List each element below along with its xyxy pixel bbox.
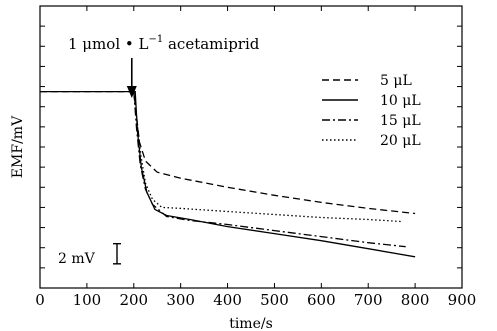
series-line-2 bbox=[40, 90, 416, 258]
x-tick-label-900: 900 bbox=[448, 291, 477, 309]
legend-label-1: 5 μL bbox=[380, 73, 412, 89]
legend-label-3: 15 μL bbox=[380, 113, 421, 129]
x-tick-label-800: 800 bbox=[401, 291, 430, 309]
series-line-4 bbox=[133, 91, 402, 223]
x-axis-label: time/s bbox=[229, 316, 273, 331]
scale-bar-label: 2 mV bbox=[58, 251, 96, 267]
x-tick-label-400: 400 bbox=[213, 291, 242, 309]
x-tick-label-100: 100 bbox=[73, 291, 102, 309]
annotation-text-tail: acetamiprid bbox=[163, 35, 260, 53]
legend: 5 μL 10 μL 15 μL 20 μL bbox=[322, 73, 421, 149]
x-tick-label-500: 500 bbox=[260, 291, 289, 309]
x-tick-label-600: 600 bbox=[307, 291, 336, 309]
x-tick-label-700: 700 bbox=[354, 291, 383, 309]
series-line-3 bbox=[133, 91, 406, 248]
series-lines bbox=[40, 90, 416, 258]
legend-label-2: 10 μL bbox=[380, 93, 421, 109]
x-tick-label-200: 200 bbox=[119, 291, 148, 309]
x-axis-ticks bbox=[39, 6, 463, 288]
stimulus-annotation: 1 μmol • L−1 acetamiprid bbox=[68, 34, 260, 53]
y-axis-label: EMF/mV bbox=[10, 115, 26, 178]
x-tick-label-300: 300 bbox=[166, 291, 195, 309]
x-axis-tick-labels: 0 100 200 300 400 500 600 700 800 900 bbox=[35, 291, 476, 309]
annotation-text-main: 1 μmol • L bbox=[68, 35, 148, 53]
x-tick-label-0: 0 bbox=[35, 291, 45, 309]
legend-label-4: 20 μL bbox=[380, 133, 421, 149]
annotation-superscript: −1 bbox=[148, 34, 163, 45]
series-line-1 bbox=[40, 90, 416, 215]
y-axis-ticks bbox=[40, 25, 462, 269]
scale-bar: 2 mV bbox=[58, 242, 121, 267]
